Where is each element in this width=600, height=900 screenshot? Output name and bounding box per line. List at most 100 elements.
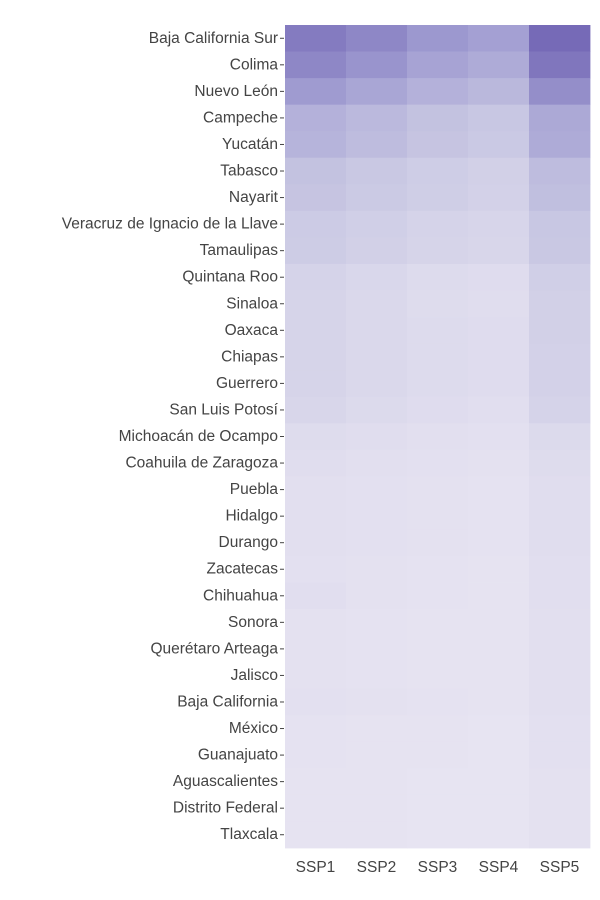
heatmap-cell <box>285 502 347 530</box>
heatmap-cell <box>346 131 408 159</box>
heatmap-cell <box>529 131 591 159</box>
heatmap-cell <box>529 476 591 504</box>
heatmap-cell <box>285 609 347 637</box>
heatmap-cell <box>468 688 530 716</box>
heatmap-cell <box>529 423 591 451</box>
heatmap-cell <box>407 237 469 265</box>
heatmap-cell <box>346 423 408 451</box>
heatmap-cell <box>407 609 469 637</box>
heatmap-cell <box>468 741 530 769</box>
heatmap-cell <box>285 157 347 185</box>
heatmap-cell <box>285 237 347 265</box>
heatmap-cell <box>407 290 469 318</box>
heatmap-cell <box>468 131 530 159</box>
heatmap-cell <box>468 529 530 557</box>
heatmap-cell <box>285 290 347 318</box>
heatmap-cell <box>346 396 408 424</box>
heatmap-cell <box>529 210 591 238</box>
heatmap-cell <box>407 662 469 690</box>
heatmap-cell <box>529 582 591 610</box>
heatmap-cell <box>346 715 408 743</box>
heatmap-cell <box>407 370 469 398</box>
heatmap-cell <box>346 609 408 637</box>
heatmap-cell <box>407 449 469 477</box>
heatmap-cell <box>285 635 347 663</box>
heatmap-cell <box>346 104 408 132</box>
heatmap-cell <box>407 502 469 530</box>
heatmap-cell <box>346 370 408 398</box>
heatmap-cell <box>285 104 347 132</box>
heatmap-cell <box>468 396 530 424</box>
heatmap-cell <box>346 502 408 530</box>
heatmap-cell <box>285 210 347 238</box>
heatmap-cell <box>468 449 530 477</box>
y-axis-labels: Baja California Sur Colima Nuevo León Campe… <box>62 30 284 843</box>
heatmap-cell <box>529 370 591 398</box>
heatmap-cell <box>285 715 347 743</box>
heatmap-cell <box>407 582 469 610</box>
heatmap-cell <box>529 529 591 557</box>
heatmap-cell <box>285 529 347 557</box>
heatmap-cell <box>468 662 530 690</box>
heatmap-cell <box>285 343 347 371</box>
y-tick-label: Puebla <box>230 481 279 498</box>
y-tick-label: Aguascalientes <box>173 773 278 790</box>
heatmap-cell <box>346 343 408 371</box>
heatmap-cell <box>529 78 591 106</box>
heatmap-cell <box>468 317 530 344</box>
heatmap-cell <box>468 370 530 398</box>
y-tick-label: Yucatán <box>222 136 278 153</box>
heatmap-cell <box>529 794 591 822</box>
heatmap-cell <box>285 396 347 424</box>
heatmap-cell <box>407 688 469 716</box>
heatmap-cell <box>346 449 408 477</box>
y-tick-label: San Luis Potosí <box>169 401 278 418</box>
heatmap-cell <box>407 51 469 79</box>
heatmap-cell <box>285 317 347 344</box>
heatmap-cell <box>468 210 530 238</box>
heatmap-cell <box>529 635 591 663</box>
heatmap-cell <box>529 263 591 291</box>
heatmap-cell <box>468 290 530 318</box>
heatmap-cell <box>346 662 408 690</box>
y-tick-label: Tamaulipas <box>200 242 279 259</box>
heatmap-cell <box>407 317 469 344</box>
heatmap-cell <box>346 821 408 849</box>
y-tick-label: Baja California <box>177 693 278 710</box>
y-tick-label: Jalisco <box>231 667 278 684</box>
heatmap-cell <box>529 396 591 424</box>
heatmap-cell <box>529 662 591 690</box>
heatmap-cell <box>285 741 347 769</box>
heatmap-cell <box>407 555 469 583</box>
y-tick-label: Distrito Federal <box>173 800 278 817</box>
heatmap-cells <box>285 25 591 849</box>
heatmap-cell <box>529 184 591 212</box>
heatmap-cell <box>468 423 530 451</box>
y-tick-label: Tabasco <box>220 163 278 180</box>
heatmap-cell <box>346 25 408 52</box>
heatmap-cell <box>285 794 347 822</box>
heatmap-cell <box>285 423 347 451</box>
y-tick-label: Guanajuato <box>198 747 278 764</box>
heatmap-cell <box>407 25 469 52</box>
x-tick-label: SSP4 <box>479 859 519 876</box>
heatmap-cell <box>346 263 408 291</box>
y-tick-label: Michoacán de Ocampo <box>119 428 278 445</box>
y-tick-label: Sinaloa <box>226 295 278 312</box>
y-tick-label: Baja California Sur <box>149 30 278 47</box>
heatmap-cell <box>468 555 530 583</box>
heatmap-cell <box>468 768 530 796</box>
heatmap-cell <box>407 131 469 159</box>
heatmap-cell <box>346 51 408 79</box>
y-tick-label: Tlaxcala <box>220 826 278 843</box>
heatmap-cell <box>529 290 591 318</box>
heatmap-cell <box>468 821 530 849</box>
x-axis-labels: SSP1 SSP2 SSP3 SSP4 SSP5 <box>296 859 580 876</box>
heatmap-cell <box>468 263 530 291</box>
heatmap-cell <box>529 768 591 796</box>
heatmap-cell <box>468 582 530 610</box>
y-tick-label: Coahuila de Zaragoza <box>125 455 278 472</box>
heatmap-cell <box>407 715 469 743</box>
y-tick-label: Zacatecas <box>206 561 278 578</box>
